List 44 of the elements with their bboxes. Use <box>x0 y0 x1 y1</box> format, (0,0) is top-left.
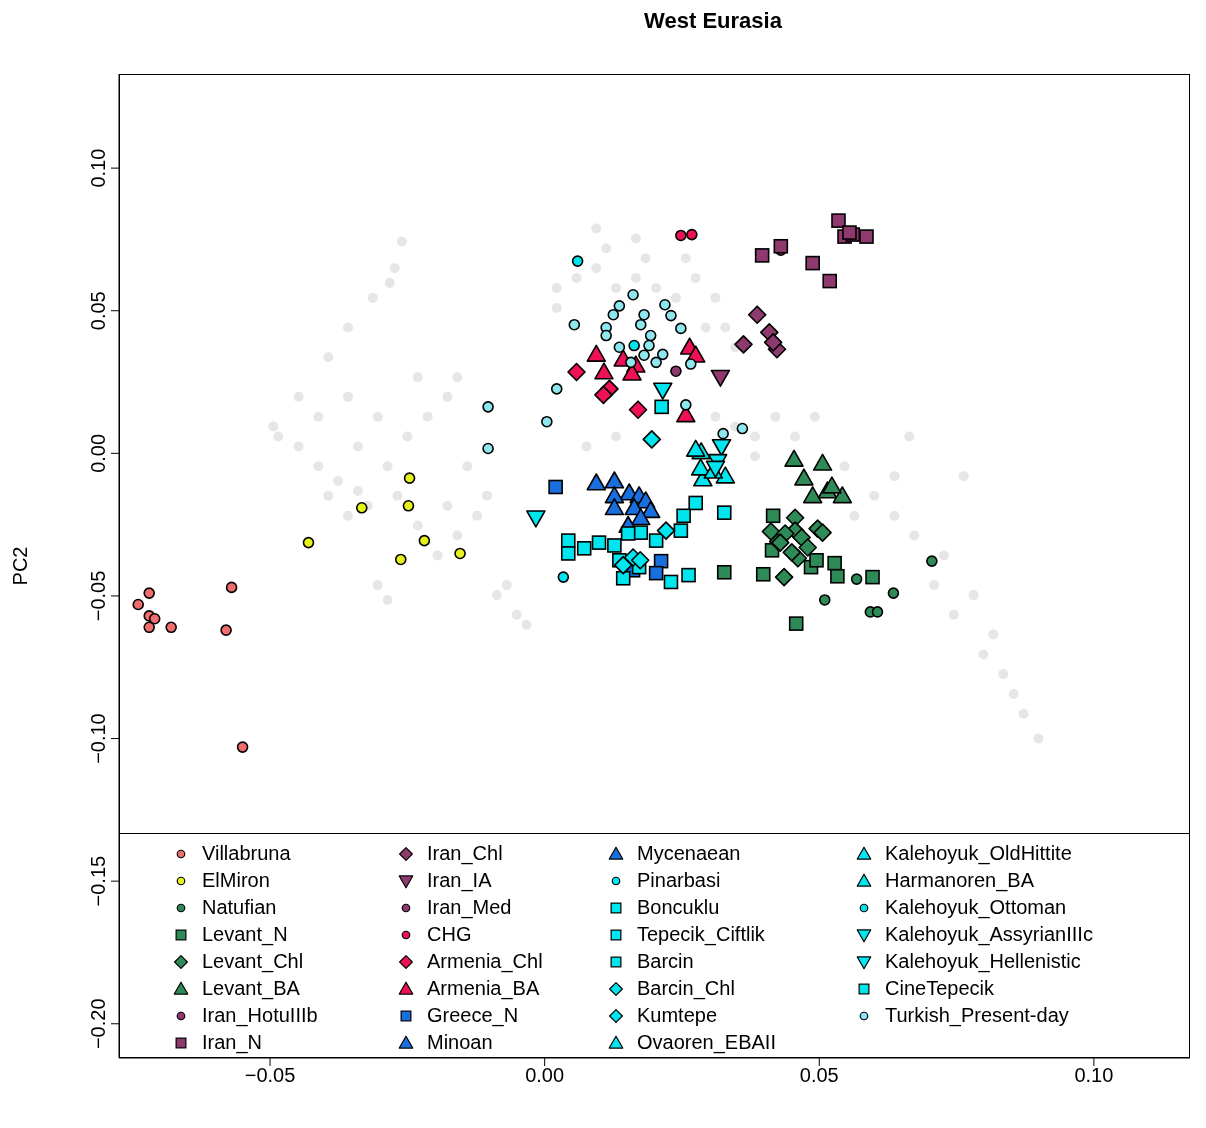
y-tick-label: −0.15 <box>87 855 109 907</box>
chart-title: West Eurasia <box>643 8 783 34</box>
legend-label: Pinarbasi <box>637 869 721 892</box>
legend-label: Iran_Med <box>427 896 512 919</box>
legend-label: Kalehoyuk_Hellenistic <box>885 950 1081 973</box>
legend-label: Mycenaean <box>637 842 741 865</box>
legend-label: Iran_N <box>202 1031 263 1054</box>
y-tick-label: −0.20 <box>87 998 109 1050</box>
legend-label: Iran_IA <box>427 869 492 892</box>
legend-label: Kalehoyuk_AssyrianIIIc <box>885 923 1093 946</box>
legend-label: Armenia_Chl <box>427 950 543 973</box>
legend-label: Levant_Chl <box>202 950 304 973</box>
y-tick-label: 0.00 <box>87 433 109 473</box>
y-tick-label: −0.05 <box>87 570 109 622</box>
legend-label: ElMiron <box>202 869 270 892</box>
legend-label: CHG <box>427 923 472 946</box>
legend-label: Kumtepe <box>637 1004 718 1027</box>
x-tick-label: 0.10 <box>1074 1064 1114 1087</box>
legend-label: Minoan <box>427 1031 493 1054</box>
legend-label: Greece_N <box>427 1004 519 1027</box>
legend-label: Villabruna <box>202 842 291 865</box>
legend-label: Kalehoyuk_Ottoman <box>885 896 1067 919</box>
legend-label: Iran_HotuIIIb <box>202 1004 318 1027</box>
legend-label: Barcin <box>637 950 694 973</box>
legend-label: Barcin_Chl <box>637 977 735 1000</box>
legend-label: CineTepecik <box>885 977 994 1000</box>
legend-label: Tepecik_Ciftlik <box>637 923 765 946</box>
x-tick-label: 0.00 <box>525 1064 565 1087</box>
x-tick-label: 0.05 <box>799 1064 839 1087</box>
legend-label: Levant_N <box>202 923 288 946</box>
y-axis-title: PC2 <box>9 546 32 586</box>
x-tick-label: −0.05 <box>244 1064 296 1087</box>
legend-label: Harmanoren_BA <box>885 869 1034 892</box>
legend-label: Boncuklu <box>637 896 720 919</box>
legend-label: Natufian <box>202 896 277 919</box>
y-tick-label: 0.05 <box>87 291 109 331</box>
legend-label: Ovaoren_EBAII <box>637 1031 776 1054</box>
legend-label: Armenia_BA <box>427 977 540 1000</box>
legend-label: Kalehoyuk_OldHittite <box>885 842 1072 865</box>
legend-label: Turkish_Present-day <box>885 1004 1069 1027</box>
legend-label: Iran_Chl <box>427 842 503 865</box>
y-tick-label: −0.10 <box>87 713 109 764</box>
y-tick-label: 0.10 <box>87 148 109 188</box>
legend-label: Levant_BA <box>202 977 300 1000</box>
